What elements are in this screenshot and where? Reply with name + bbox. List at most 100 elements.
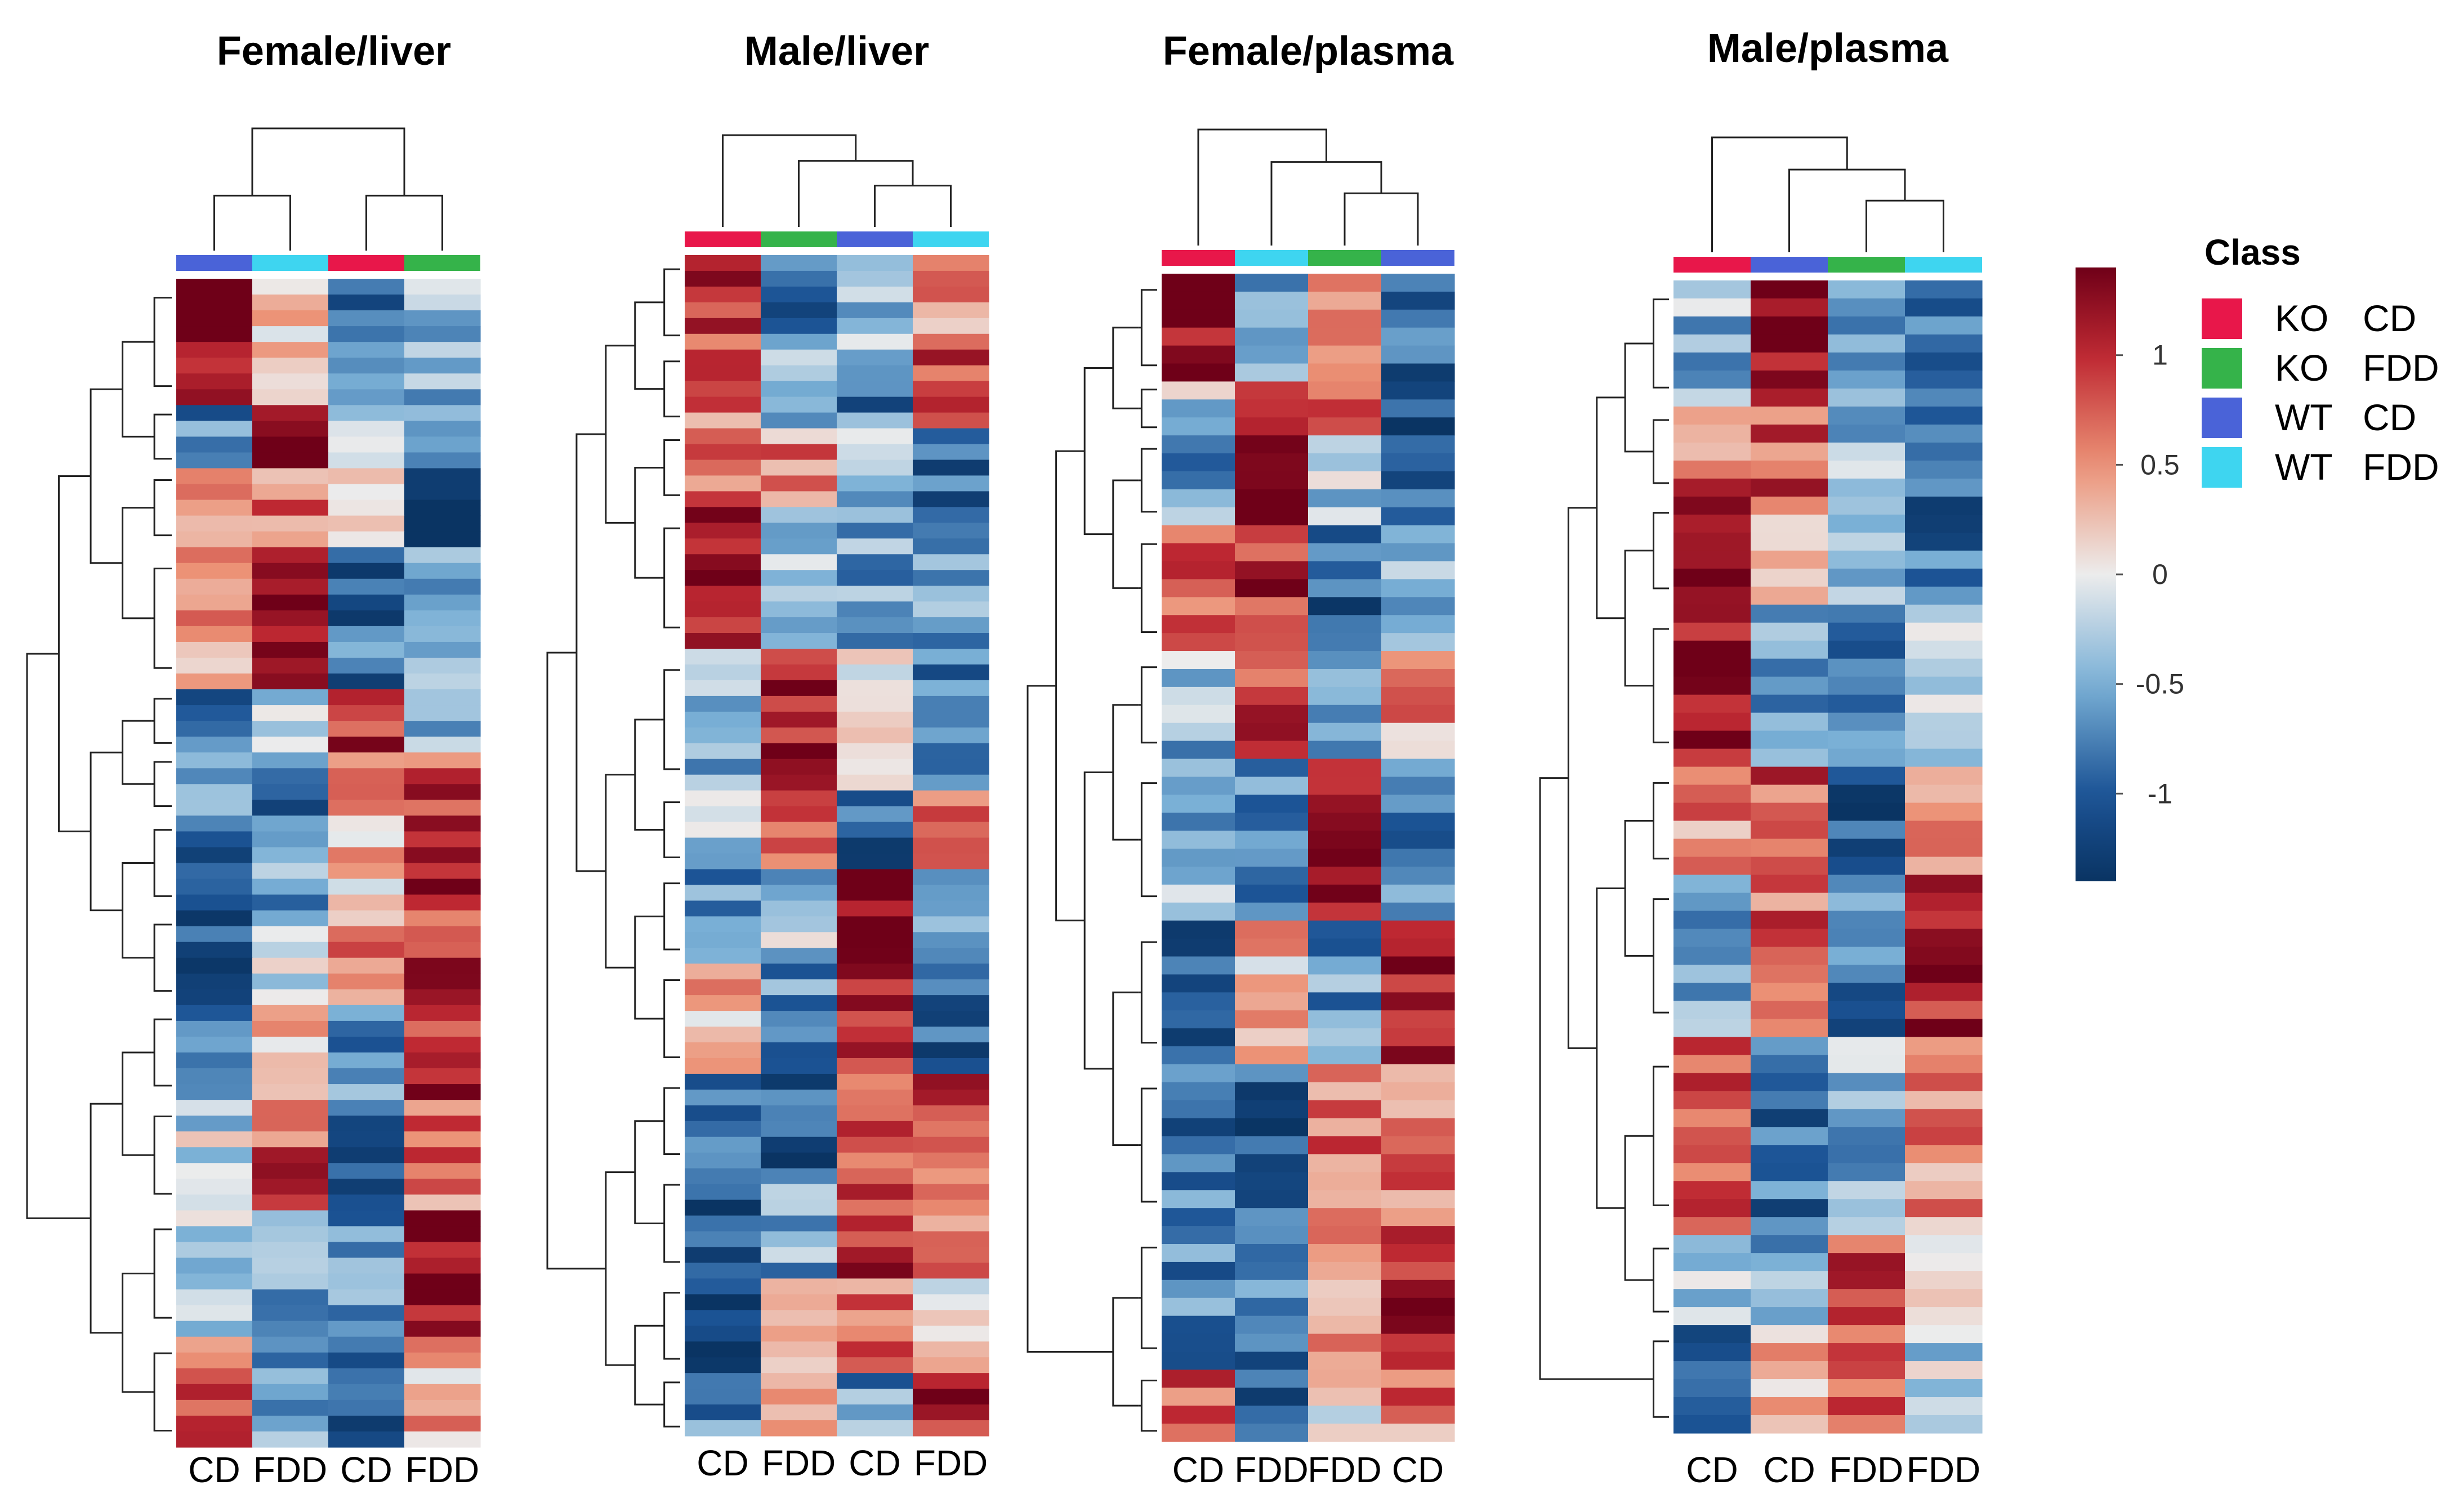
legend-swatch <box>2202 298 2242 339</box>
heatmap-cell <box>913 538 989 555</box>
dendrogram-branch <box>575 433 606 872</box>
heatmap-cell <box>1828 1127 1905 1145</box>
heatmap-cell <box>1673 478 1751 497</box>
dendrogram-branch <box>634 466 661 579</box>
heatmap-cell <box>685 948 761 964</box>
heatmap-cell <box>176 1068 253 1085</box>
heatmap-cell <box>1905 820 1983 840</box>
heatmap-cell <box>328 421 405 438</box>
heatmap-cell <box>837 255 913 271</box>
heatmap-cell <box>837 1152 913 1169</box>
heatmap-cell <box>1308 1315 1382 1335</box>
heatmap-cell <box>761 932 837 948</box>
heatmap-cell <box>761 853 837 870</box>
heatmap-cell <box>1905 766 1983 786</box>
heatmap-cell <box>913 491 989 507</box>
heatmap-cell <box>1828 838 1905 858</box>
heatmap-cell <box>913 885 989 901</box>
heatmap-cell <box>328 1147 405 1163</box>
heatmap-cell <box>1751 1253 1828 1272</box>
heatmap-cell <box>1381 1172 1455 1190</box>
heatmap-cell <box>1381 1406 1455 1424</box>
heatmap-cell <box>1673 1109 1751 1127</box>
heatmap-cell <box>1751 766 1828 786</box>
heatmap-cell <box>1673 1289 1751 1308</box>
heatmap-cell <box>1381 1010 1455 1029</box>
heatmap-cell <box>1905 460 1983 479</box>
heatmap-cell <box>685 853 761 870</box>
scale-tick-label: -0.5 <box>2136 668 2184 700</box>
heatmap-cell <box>761 916 837 933</box>
heatmap-cell <box>1381 1082 1455 1101</box>
heatmap-cell <box>1673 352 1751 371</box>
heatmap-cell <box>404 705 481 721</box>
heatmap-cell <box>252 436 329 453</box>
heatmap-cell <box>685 1168 761 1185</box>
heatmap-cell <box>1308 381 1382 400</box>
heatmap-cell <box>1235 1261 1309 1281</box>
heatmap-cell <box>1673 622 1751 641</box>
heatmap-cell <box>328 784 405 800</box>
heatmap-cell <box>1828 514 1905 533</box>
heatmap-cell <box>913 932 989 948</box>
heatmap-cell <box>176 1179 253 1195</box>
heatmap-cell <box>1828 550 1905 569</box>
heatmap-cell <box>1828 1307 1905 1326</box>
heatmap-cell <box>252 405 329 421</box>
class-bar-cell <box>837 231 913 247</box>
heatmap-cell <box>1162 668 1235 688</box>
dendrogram-branch <box>151 1228 172 1319</box>
heatmap-cell <box>1235 363 1309 382</box>
heatmap-cell <box>1828 748 1905 768</box>
heatmap-cell <box>761 491 837 507</box>
heatmap-cell <box>328 1305 405 1322</box>
dendrogram-branch <box>122 862 151 959</box>
heatmap-cell <box>1308 1100 1382 1119</box>
heatmap-cell <box>1308 274 1382 292</box>
heatmap-cell <box>176 847 253 864</box>
dendrogram-branch <box>634 301 661 390</box>
heatmap-cell <box>1751 1145 1828 1163</box>
heatmap-cell <box>685 1089 761 1106</box>
heatmap-cell <box>1751 658 1828 677</box>
heatmap-cell <box>837 995 913 1011</box>
heatmap-cell <box>1828 947 1905 966</box>
heatmap-cell <box>1308 1261 1382 1281</box>
heatmap-cell <box>761 1420 837 1437</box>
heatmap-cell <box>1235 741 1309 760</box>
heatmap-cell <box>913 349 989 366</box>
heatmap-cell <box>1381 1118 1455 1137</box>
heatmap-cell <box>328 1431 405 1448</box>
column-label: CD <box>1392 1449 1444 1490</box>
column-label: CD <box>340 1449 392 1490</box>
heatmap-cell <box>252 1368 329 1385</box>
heatmap-cell <box>176 1210 253 1227</box>
dendrogram-branch <box>1138 782 1157 898</box>
heatmap-cell <box>761 1357 837 1373</box>
heatmap-cell <box>1235 453 1309 472</box>
heatmap-cell <box>837 318 913 334</box>
heatmap-cell <box>837 1326 913 1342</box>
heatmap-cell <box>1308 651 1382 670</box>
heatmap-cell <box>761 1105 837 1122</box>
heatmap-cell <box>328 1163 405 1179</box>
heatmap-cell <box>252 973 329 990</box>
heatmap-cell <box>1381 1352 1455 1370</box>
heatmap-cell <box>1308 471 1382 490</box>
heatmap-cell <box>404 515 481 532</box>
heatmap-cell <box>1381 759 1455 778</box>
heatmap-cell <box>1751 532 1828 551</box>
heatmap-cell <box>1828 658 1905 677</box>
heatmap-cell <box>1162 1010 1235 1029</box>
heatmap-cell <box>1673 802 1751 822</box>
heatmap-cell <box>1235 597 1309 615</box>
heatmap-cell <box>328 1384 405 1401</box>
heatmap-cell <box>176 1384 253 1401</box>
heatmap-cell <box>176 705 253 721</box>
heatmap-cell <box>1673 1199 1751 1217</box>
heatmap-cell <box>685 633 761 649</box>
heatmap-cell <box>252 578 329 595</box>
legend-group: WT <box>2275 446 2333 488</box>
heatmap-cell <box>913 507 989 523</box>
heatmap-cell <box>1308 1118 1382 1137</box>
